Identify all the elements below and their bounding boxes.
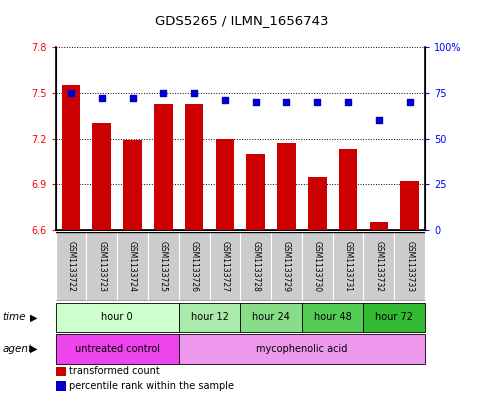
Bar [62,85,80,230]
Bar [56,303,179,332]
Text: mycophenolic acid: mycophenolic acid [256,344,348,354]
Text: GSM1133729: GSM1133729 [282,241,291,292]
Bar [179,232,210,301]
Bar [92,123,111,230]
Bar [210,232,240,301]
Text: GSM1133724: GSM1133724 [128,241,137,292]
Bar [277,143,296,230]
Point [406,99,413,105]
Point [128,95,136,101]
Bar [240,232,271,301]
Bar [240,303,302,332]
Bar [308,176,327,230]
Bar [400,181,419,230]
Text: GSM1133727: GSM1133727 [220,241,229,292]
Point [375,117,383,123]
Bar [369,222,388,230]
Bar [246,154,265,230]
Text: time: time [2,312,26,322]
Bar [185,103,203,230]
Bar [179,334,425,364]
Bar [86,232,117,301]
Bar [302,303,364,332]
Bar [148,232,179,301]
Text: hour 12: hour 12 [191,312,228,322]
Bar [333,232,364,301]
Bar [364,232,394,301]
Point [98,95,106,101]
Text: GSM1133722: GSM1133722 [67,241,75,292]
Bar [117,232,148,301]
Text: hour 72: hour 72 [375,312,413,322]
Point [344,99,352,105]
Text: ▶: ▶ [30,312,38,322]
Point [283,99,290,105]
Bar [302,232,333,301]
Bar [215,138,234,230]
Bar [56,232,86,301]
Bar [394,232,425,301]
Point [159,90,167,96]
Point [221,97,229,103]
Text: GSM1133730: GSM1133730 [313,241,322,292]
Text: GSM1133723: GSM1133723 [97,241,106,292]
Text: agent: agent [2,344,32,354]
Text: GDS5265 / ILMN_1656743: GDS5265 / ILMN_1656743 [155,14,328,27]
Point [313,99,321,105]
Bar [123,140,142,230]
Bar [56,334,179,364]
Text: GSM1133733: GSM1133733 [405,241,414,292]
Bar [154,103,172,230]
Bar [271,232,302,301]
Point [67,90,75,96]
Point [190,90,198,96]
Text: hour 48: hour 48 [314,312,352,322]
Text: GSM1133728: GSM1133728 [251,241,260,292]
Bar [364,303,425,332]
Text: GSM1133725: GSM1133725 [159,241,168,292]
Text: ▶: ▶ [30,344,38,354]
Point [252,99,259,105]
Text: percentile rank within the sample: percentile rank within the sample [69,381,234,391]
Text: transformed count: transformed count [69,366,160,376]
Bar [339,149,357,230]
Text: GSM1133731: GSM1133731 [343,241,353,292]
Text: hour 0: hour 0 [101,312,133,322]
Bar [179,303,240,332]
Text: GSM1133726: GSM1133726 [190,241,199,292]
Text: GSM1133732: GSM1133732 [374,241,384,292]
Text: hour 24: hour 24 [252,312,290,322]
Text: untreated control: untreated control [75,344,159,354]
